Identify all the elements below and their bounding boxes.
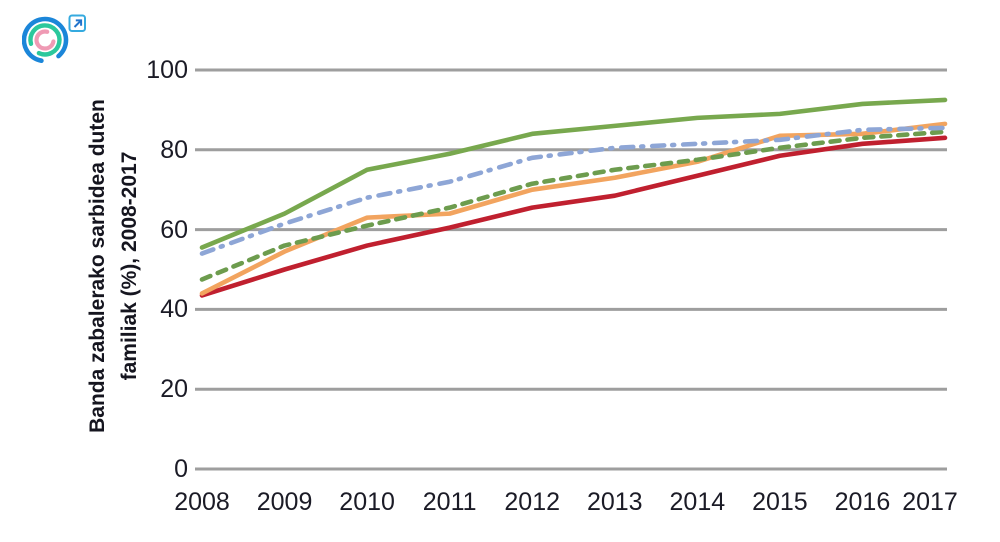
x-tick-label: 2017 — [902, 488, 958, 516]
y-tick-label: 20 — [160, 375, 188, 404]
x-tick-label: 2008 — [174, 488, 230, 516]
y-tick-label: 80 — [160, 135, 188, 164]
x-tick-label: 2013 — [586, 488, 643, 516]
y-tick-label: 60 — [160, 215, 188, 244]
series-red-solid — [199, 135, 948, 298]
x-tick-label: 2011 — [422, 488, 477, 516]
x-tick-label: 2009 — [256, 488, 313, 516]
external-link-icon[interactable] — [68, 14, 86, 32]
external-link-arrow — [73, 19, 83, 28]
series-orange-solid — [199, 121, 948, 296]
logo-outer-ring — [22, 16, 69, 63]
logo-middle-ring — [28, 23, 62, 57]
series-blue-dash-dot — [199, 125, 948, 256]
x-tick-label: 2014 — [669, 488, 726, 516]
x-tick-label: 2010 — [339, 488, 395, 516]
site-logo[interactable] — [22, 6, 92, 66]
series-green-dashed — [199, 129, 948, 282]
logo-inner-ring — [34, 29, 56, 51]
x-tick-label: 2016 — [834, 488, 891, 516]
y-tick-label: 40 — [160, 295, 188, 324]
x-tick-label: 2012 — [504, 488, 561, 516]
y-tick-label: 100 — [146, 56, 188, 84]
x-tick-label: 2015 — [752, 488, 808, 516]
series-green-solid — [199, 97, 948, 250]
y-tick-label: 0 — [174, 455, 188, 483]
